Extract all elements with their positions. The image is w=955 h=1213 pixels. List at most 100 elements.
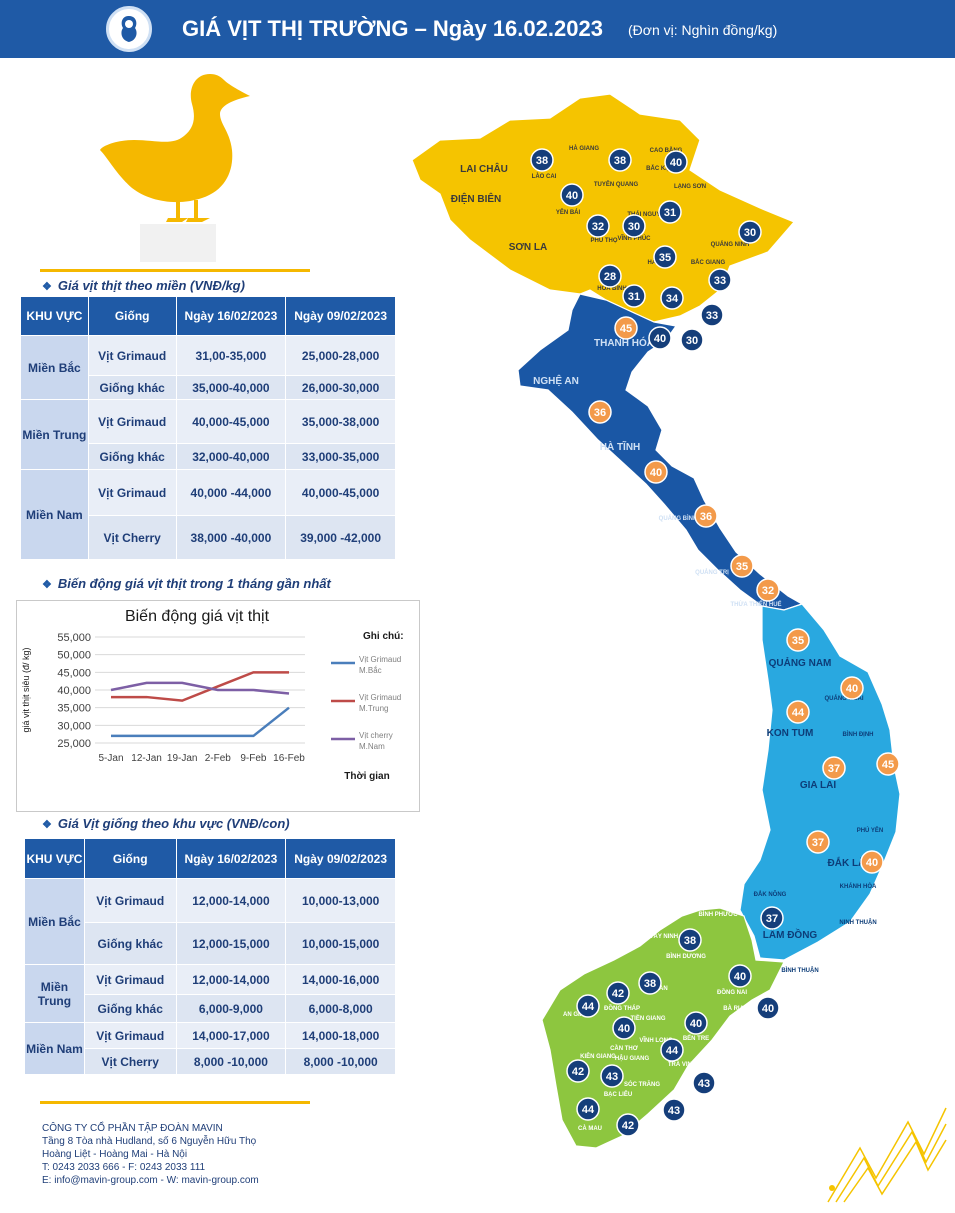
legend-label: Vịt Grimaud bbox=[359, 655, 401, 664]
price-cell: 8,000 -10,000 bbox=[175, 1048, 287, 1075]
breed-cell: Vịt Grimaud bbox=[87, 469, 177, 516]
price-badge-value: 38 bbox=[614, 155, 626, 167]
price-badge bbox=[566, 1059, 590, 1083]
price-badge-value: 44 bbox=[792, 707, 805, 719]
price-badge-value: 35 bbox=[792, 635, 804, 647]
price-badge-value: 38 bbox=[684, 935, 696, 947]
price-badge bbox=[680, 328, 704, 352]
region-central bbox=[517, 293, 804, 611]
province-label: THỪA THIÊN HUẾ bbox=[730, 600, 781, 608]
price-cell: 10,000-13,000 bbox=[285, 878, 396, 923]
province-label: KIÊN GIANG bbox=[580, 1052, 616, 1060]
price-badge-value: 45 bbox=[882, 759, 894, 771]
price-badge-value: 40 bbox=[690, 1018, 702, 1030]
x-tick-label: 12-Jan bbox=[131, 753, 162, 764]
province-label: HÀ TĨNH bbox=[600, 440, 641, 453]
price-cell: 40,000-45,000 bbox=[285, 469, 396, 516]
price-badge bbox=[738, 220, 762, 244]
price-badge bbox=[760, 906, 784, 930]
province-label: GIA LAI bbox=[800, 780, 837, 791]
region-south bbox=[541, 907, 785, 1149]
x-tick-label: 9-Feb bbox=[240, 753, 267, 764]
province-label: TUYÊN QUANG bbox=[594, 180, 639, 188]
price-badge bbox=[612, 1016, 636, 1040]
province-label: CẦN THƠ bbox=[610, 1045, 639, 1052]
province-label: THÁI NGUYÊN bbox=[627, 210, 668, 218]
price-cell: 26,000-30,000 bbox=[285, 375, 396, 400]
region-north bbox=[411, 93, 795, 323]
price-badge-value: 34 bbox=[666, 293, 679, 305]
series-line bbox=[110, 681, 290, 695]
province-label: NGHỆ AN bbox=[533, 374, 579, 387]
province-label: BÌNH THUẬN bbox=[781, 966, 818, 974]
price-badge-value: 38 bbox=[536, 155, 548, 167]
price-badge bbox=[664, 150, 688, 174]
footer-line: E: info@mavin-group.com - W: mavin-group… bbox=[42, 1175, 259, 1186]
x-tick-label: 5-Jan bbox=[98, 753, 123, 764]
breed-cell: Vịt Cherry bbox=[87, 515, 177, 560]
price-cell: 10,000-15,000 bbox=[285, 922, 396, 965]
price-badge-value: 40 bbox=[566, 190, 578, 202]
province-label: BẾN TRE bbox=[683, 1035, 709, 1042]
province-label: LÀO CAI bbox=[532, 173, 557, 180]
price-badge-value: 42 bbox=[572, 1066, 584, 1078]
price-badge bbox=[756, 996, 780, 1020]
price-cell: 31,00-35,000 bbox=[175, 335, 287, 376]
col-header: KHU VỰC bbox=[20, 296, 89, 336]
province-label: QUẢNG BÌNH bbox=[659, 514, 698, 522]
province-label: BÌNH ĐỊNH bbox=[843, 730, 874, 738]
province-label: BẮC GIANG bbox=[691, 258, 726, 266]
price-badge-value: 44 bbox=[582, 1001, 595, 1013]
price-cell: 25,000-28,000 bbox=[285, 335, 396, 376]
price-badge-value: 30 bbox=[628, 221, 640, 233]
price-badge-value: 42 bbox=[612, 988, 624, 1000]
price-badge-value: 28 bbox=[604, 271, 616, 283]
breed-cell: Vịt Grimaud bbox=[83, 878, 177, 923]
section1-title: ❖ Giá vịt thịt theo miền (VNĐ/kg) bbox=[42, 278, 245, 293]
col-header: Ngày 09/02/2023 bbox=[285, 838, 396, 879]
price-badge-value: 37 bbox=[766, 913, 778, 925]
divider-1 bbox=[40, 269, 310, 272]
price-badge-value: 31 bbox=[664, 207, 676, 219]
price-cell: 14,000-17,000 bbox=[175, 1022, 287, 1049]
price-badge bbox=[822, 756, 846, 780]
price-badge bbox=[653, 245, 677, 269]
region-cell: Miền Nam bbox=[20, 469, 89, 560]
price-badge-value: 43 bbox=[668, 1105, 680, 1117]
province-label: TIỀN GIANG bbox=[630, 1015, 665, 1022]
legend-label: Vịt Grimaud bbox=[359, 693, 401, 702]
price-badge-value: 44 bbox=[582, 1104, 595, 1116]
price-badge-value: 35 bbox=[736, 561, 748, 573]
price-badge bbox=[708, 268, 732, 292]
footer-line: CÔNG TY CỔ PHẦN TẬP ĐOÀN MAVIN bbox=[42, 1123, 223, 1134]
price-badge bbox=[684, 1011, 708, 1035]
province-label: CAO BẰNG bbox=[650, 146, 683, 154]
breed-cell: Vịt Cherry bbox=[83, 1048, 177, 1075]
page-header: GIÁ VỊT THỊ TRƯỜNG – Ngày 16.02.2023 (Đơ… bbox=[0, 0, 955, 58]
footer-line: Tầng 8 Tòa nhà Hudland, số 6 Nguyễn Hữu … bbox=[42, 1136, 257, 1147]
price-badge-value: 38 bbox=[644, 978, 656, 990]
footer-line: Hoàng Liệt - Hoàng Mai - Hà Nội bbox=[42, 1149, 188, 1160]
province-label: SÓC TRĂNG bbox=[624, 1080, 660, 1088]
price-cell: 12,000-14,000 bbox=[175, 964, 287, 995]
price-cell: 33,000-35,000 bbox=[285, 443, 396, 470]
price-badge bbox=[700, 303, 724, 327]
y-tick-label: 40,000 bbox=[57, 685, 91, 697]
chart-title: Biến động giá vịt thịt bbox=[125, 608, 270, 625]
price-badge-value: 43 bbox=[606, 1071, 618, 1083]
price-badge-value: 36 bbox=[594, 407, 606, 419]
province-label: QUẢNG NGÃI bbox=[825, 695, 864, 702]
price-badge bbox=[576, 1097, 600, 1121]
province-label: CÀ MAU bbox=[578, 1125, 602, 1132]
price-badge bbox=[648, 326, 672, 350]
price-badge bbox=[786, 628, 810, 652]
province-label: BẮC KẠN bbox=[646, 164, 674, 172]
province-label: VĨNH PHÚC bbox=[617, 235, 651, 242]
price-badge-value: 35 bbox=[659, 252, 671, 264]
diamond-icon: ❖ bbox=[42, 579, 52, 591]
price-badge bbox=[660, 286, 684, 310]
price-badge-value: 32 bbox=[592, 221, 604, 233]
price-cell: 35,000-40,000 bbox=[175, 375, 287, 400]
price-badge-value: 42 bbox=[622, 1120, 634, 1132]
region-cell: Miền Nam bbox=[24, 1022, 85, 1075]
